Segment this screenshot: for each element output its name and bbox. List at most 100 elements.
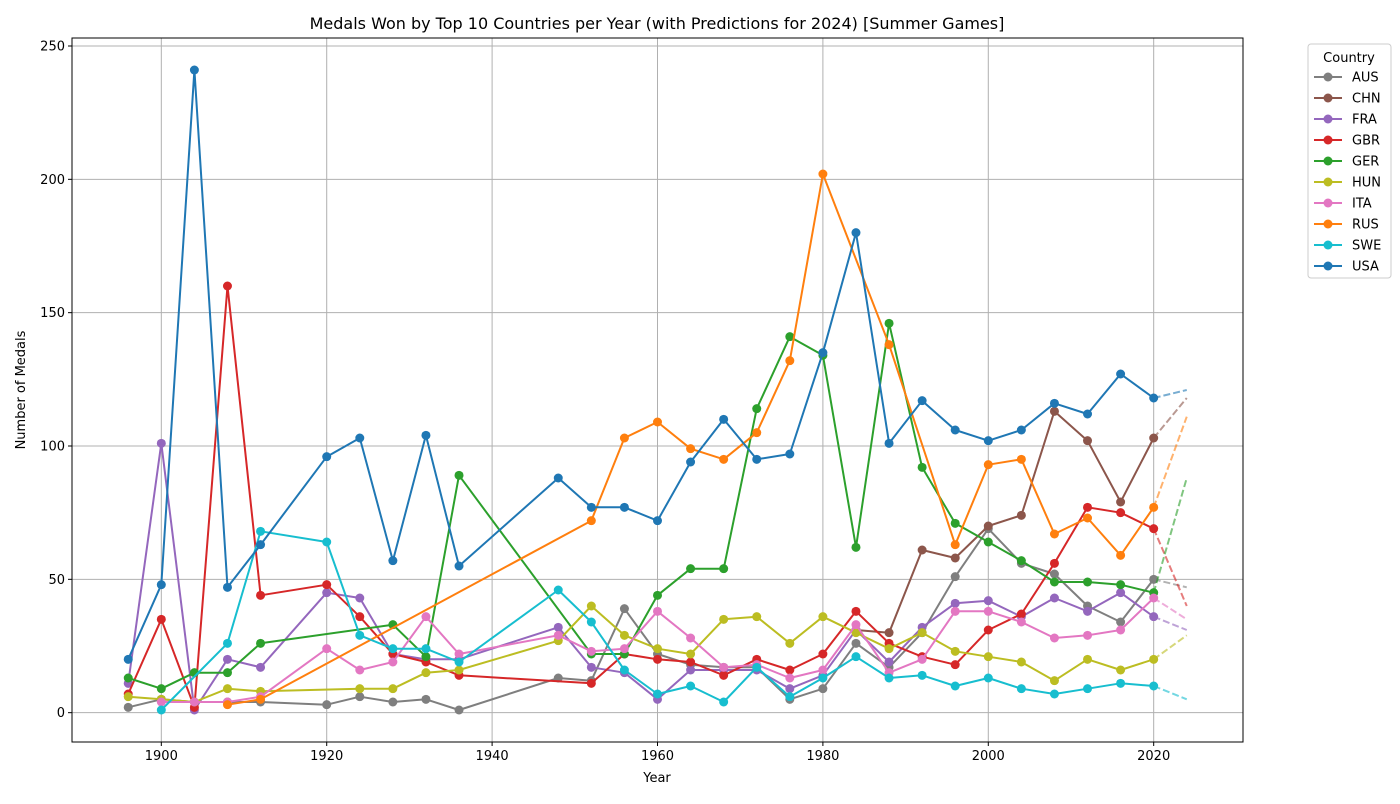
data-point-fra: [156, 438, 166, 448]
prediction-line-swe: [1153, 685, 1188, 701]
data-point-gbr: [156, 614, 166, 624]
legend-item-swe: SWE: [1314, 239, 1381, 254]
series-layer: [123, 65, 1188, 715]
data-point-chn: [950, 553, 960, 563]
prediction-line-ita: [1153, 597, 1188, 621]
data-point-ger: [454, 470, 464, 480]
series-line-ita: [161, 597, 1155, 703]
y-tick-label: 50: [48, 573, 65, 588]
series-chn: [851, 397, 1188, 638]
data-point-rus: [719, 454, 729, 464]
data-point-ita: [388, 657, 398, 667]
data-point-swe: [421, 644, 431, 654]
data-point-usa: [222, 582, 232, 592]
data-point-gbr: [1083, 502, 1093, 512]
data-point-gbr: [1149, 524, 1159, 534]
legend-items: AUS CHN FRA GBR GER HUN ITA RUS SWE USA: [1314, 71, 1381, 275]
data-point-usa: [1049, 398, 1059, 408]
legend-label: RUS: [1352, 218, 1379, 233]
x-tick-label: 1980: [806, 749, 839, 764]
data-point-ita: [1149, 593, 1159, 603]
data-point-gbr: [1049, 558, 1059, 568]
prediction-line-hun: [1153, 634, 1188, 661]
data-point-aus: [123, 702, 133, 712]
legend-frame: [1307, 43, 1392, 279]
prediction-line-fra: [1153, 615, 1188, 631]
data-point-chn: [884, 628, 894, 638]
data-point-swe: [719, 697, 729, 707]
data-point-usa: [553, 473, 563, 483]
data-point-fra: [256, 662, 266, 672]
data-point-hun: [388, 684, 398, 694]
data-point-gbr: [322, 580, 332, 590]
data-point-ita: [454, 649, 464, 659]
data-point-usa: [785, 449, 795, 459]
series-rus: [222, 169, 1188, 710]
data-point-rus: [1116, 550, 1126, 560]
data-point-ger: [851, 542, 861, 552]
data-point-usa: [1149, 393, 1159, 403]
prediction-line-aus: [1153, 578, 1188, 589]
x-tick-label: 1960: [641, 749, 674, 764]
data-point-hun: [355, 684, 365, 694]
data-point-fra: [1149, 612, 1159, 622]
data-point-usa: [719, 414, 729, 424]
data-point-swe: [388, 644, 398, 654]
data-point-chn: [1149, 433, 1159, 443]
data-point-ita: [785, 673, 795, 683]
data-point-gbr: [785, 665, 795, 675]
x-tick-label: 2020: [1137, 749, 1170, 764]
legend-item-chn: CHN: [1314, 92, 1381, 107]
data-point-hun: [1149, 654, 1159, 664]
data-point-hun: [785, 638, 795, 648]
legend-item-hun: HUN: [1314, 176, 1381, 191]
data-point-usa: [1116, 369, 1126, 379]
legend-swatch-marker: [1323, 177, 1333, 187]
data-point-gbr: [653, 654, 662, 664]
data-point-gbr: [950, 660, 960, 670]
data-point-ger: [222, 668, 232, 678]
data-point-fra: [322, 588, 332, 598]
data-point-hun: [752, 612, 762, 622]
data-point-hun: [454, 665, 464, 675]
data-point-swe: [851, 652, 861, 662]
legend-item-aus: AUS: [1314, 71, 1379, 86]
data-point-ger: [785, 332, 795, 342]
data-point-swe: [686, 681, 696, 691]
data-point-usa: [884, 438, 894, 448]
data-point-ger: [884, 318, 894, 328]
data-point-ger: [653, 590, 662, 600]
data-point-hun: [818, 612, 828, 622]
legend-swatch-marker: [1323, 240, 1333, 250]
data-point-swe: [1049, 689, 1059, 699]
data-point-ger: [752, 404, 762, 414]
data-point-swe: [586, 617, 596, 627]
data-point-ita: [322, 644, 332, 654]
data-point-ita: [586, 646, 596, 656]
data-point-ger: [917, 462, 927, 472]
legend-swatch-marker: [1323, 72, 1333, 82]
data-point-fra: [1116, 588, 1126, 598]
data-point-hun: [1083, 654, 1093, 664]
legend-swatch-marker: [1323, 93, 1333, 103]
data-point-hun: [1016, 657, 1026, 667]
legend-swatch-marker: [1323, 219, 1333, 229]
data-point-swe: [983, 673, 993, 683]
x-axis: 1900 1920 1940 1960 1980 2000 2020: [145, 742, 1170, 764]
data-point-ita: [553, 630, 563, 640]
data-point-gbr: [1116, 508, 1126, 518]
series-line-rus: [227, 173, 1155, 706]
data-point-swe: [884, 673, 894, 683]
legend-swatch-marker: [1323, 114, 1333, 124]
data-point-usa: [851, 228, 861, 238]
data-point-usa: [156, 580, 166, 590]
data-point-hun: [917, 628, 927, 638]
data-point-rus: [818, 169, 828, 179]
y-axis: 0 50 100 150 200 250: [40, 40, 72, 721]
data-point-rus: [983, 460, 993, 470]
data-point-ita: [421, 612, 431, 622]
data-point-ita: [983, 606, 993, 616]
data-point-rus: [884, 340, 894, 350]
data-point-ita: [1083, 630, 1093, 640]
